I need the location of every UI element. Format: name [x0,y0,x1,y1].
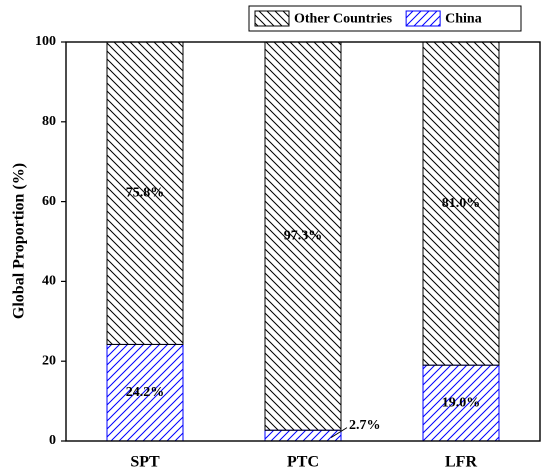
value-label: 24.2% [126,385,165,400]
legend-box [248,5,522,32]
label-pointer [330,427,348,439]
y-tick-label: 20 [42,353,56,368]
x-tick-label: SPT [130,454,160,471]
bar-segment [422,364,500,442]
plot-frame [65,41,541,442]
legend-label: China [445,12,482,27]
legend-swatch [405,10,441,27]
y-tick-label: 40 [42,274,56,289]
x-tick-label: LFR [445,454,477,471]
bar-segment [106,41,184,345]
bar-segment [264,429,342,442]
y-tick-label: 100 [35,34,56,49]
bar-segment [264,41,342,431]
y-axis-label: Global Proportion (%) [11,163,28,319]
x-tick-label: PTC [287,454,319,471]
value-label: 2.7% [349,418,381,433]
y-tick-label: 60 [42,194,56,209]
legend-swatch [254,10,290,27]
bar-segment [422,41,500,366]
value-label: 81.0% [442,196,481,211]
value-label: 97.3% [284,228,323,243]
y-tick-label: 0 [49,433,56,448]
legend-label: Other Countries [294,12,393,27]
value-label: 19.0% [442,395,481,410]
value-label: 75.8% [126,185,165,200]
y-tick-label: 80 [42,114,56,129]
